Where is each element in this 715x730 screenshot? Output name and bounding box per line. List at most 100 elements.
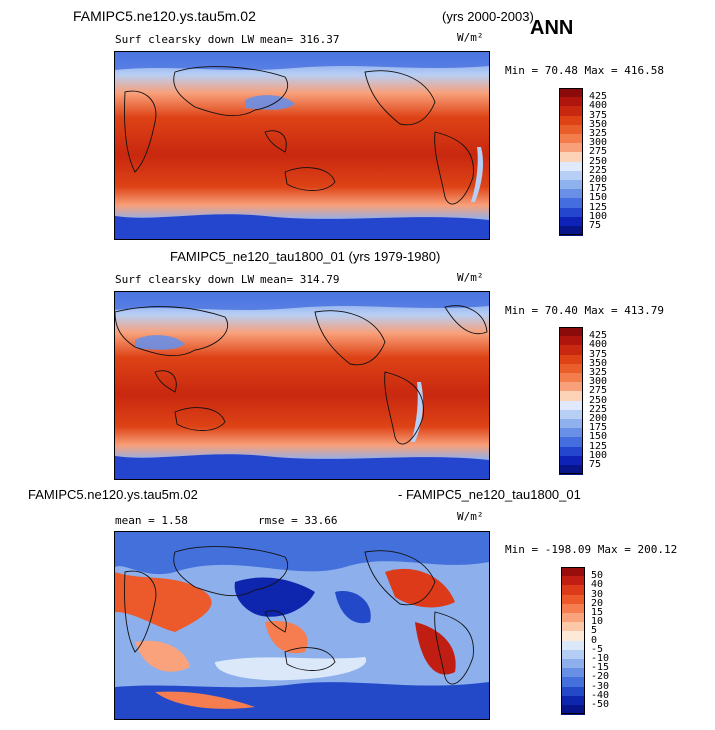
colorbar-swatch <box>561 594 585 605</box>
colorbar-tick-label: 350 <box>589 357 608 369</box>
colorbar-tick-label: -30 <box>591 680 610 692</box>
colorbar-frame <box>559 327 583 475</box>
colorbar-tick-label: -40 <box>591 689 610 701</box>
colorbar-tick-label: 50 <box>591 570 604 582</box>
colorbar-tick-label: 75 <box>589 220 602 231</box>
colorbar-swatch <box>561 622 585 632</box>
colorbar-swatch <box>559 345 583 356</box>
colorbar-tick-label: 125 <box>589 201 608 213</box>
panel2-title: FAMIPC5_ne120_tau1800_01 (yrs 1979-1980) <box>170 249 441 264</box>
panel3-title-left: FAMIPC5.ne120.ys.tau5m.02 <box>28 487 198 502</box>
colorbar-swatch <box>561 603 585 614</box>
colorbar-tick-label: 400 <box>589 100 608 112</box>
colorbar-swatch <box>561 585 585 596</box>
colorbar-swatch <box>559 97 583 107</box>
colorbar-swatch <box>559 363 583 374</box>
colorbar-swatch <box>559 336 583 346</box>
colorbar-tick-label: 75 <box>589 459 602 470</box>
colorbar-swatch <box>561 659 585 669</box>
colorbar-swatch <box>559 465 583 475</box>
colorbar-swatch <box>559 437 583 448</box>
colorbar-swatch <box>559 106 583 117</box>
colorbar-swatch <box>559 134 583 144</box>
colorbar-swatch <box>559 400 583 411</box>
colorbar-tick-label: 15 <box>591 607 604 618</box>
panel1-map-svg <box>115 52 489 239</box>
colorbar-tick-label: 375 <box>589 348 608 360</box>
colorbar-tick-label: 250 <box>589 155 608 167</box>
colorbar-swatch <box>561 631 585 642</box>
colorbar-swatch <box>561 695 585 706</box>
colorbar-swatch <box>561 686 585 697</box>
colorbar-swatch <box>559 161 583 172</box>
colorbar-tick-label: 150 <box>589 431 608 443</box>
colorbar-swatch <box>559 189 583 199</box>
colorbar-tick-label: 225 <box>589 164 608 176</box>
colorbar-swatch <box>559 391 583 402</box>
years-label: (yrs 2000-2003) <box>442 9 534 24</box>
colorbar-swatch <box>559 115 583 126</box>
panel2-map-svg <box>115 292 489 479</box>
colorbar-swatch <box>561 640 585 651</box>
colorbar-swatch <box>559 428 583 438</box>
colorbar-swatch <box>561 576 585 586</box>
colorbar-swatch <box>559 409 583 420</box>
colorbar-swatch <box>559 226 583 236</box>
colorbar-swatch <box>559 354 583 365</box>
colorbar-swatch <box>559 207 583 218</box>
colorbar-swatch <box>561 567 585 577</box>
colorbar-tick-label: -50 <box>591 699 610 710</box>
case-name: FAMIPC5.ne120.ys.tau5m.02 <box>73 8 256 24</box>
colorbar-swatch <box>559 124 583 135</box>
panel2-map <box>114 291 490 480</box>
colorbar-swatch <box>559 170 583 181</box>
panel2-mean: mean= 314.79 <box>260 273 340 286</box>
colorbar-swatch <box>559 446 583 457</box>
colorbar-tick-label: 325 <box>589 128 608 139</box>
colorbar-tick-label: 0 <box>591 634 598 646</box>
colorbar-tick-label: 425 <box>589 330 608 342</box>
panel3-minmax: Min = -198.09 Max = 200.12 <box>505 543 678 556</box>
colorbar-tick-label: -15 <box>591 662 610 674</box>
panel1-variable: Surf clearsky down LW <box>115 33 255 46</box>
colorbar-tick-label: 300 <box>589 376 608 388</box>
colorbar-tick-label: 400 <box>589 339 608 351</box>
colorbar-tick-label: 20 <box>591 597 604 609</box>
colorbar-tick-label: -10 <box>591 653 610 664</box>
panel1-map <box>114 51 490 240</box>
panel3-map <box>114 531 490 720</box>
colorbar-swatch <box>559 216 583 227</box>
colorbar-tick-label: 225 <box>589 403 608 415</box>
colorbar-tick-label: 100 <box>589 449 608 461</box>
colorbar-swatch <box>561 649 585 660</box>
panel1-mean: mean= 316.37 <box>260 33 340 46</box>
colorbar-tick-label: 200 <box>589 174 608 185</box>
colorbar-tick-label: 200 <box>589 413 608 424</box>
colorbar-tick-label: 40 <box>591 579 604 591</box>
colorbar-tick-label: 325 <box>589 367 608 378</box>
panel3-mean: mean = 1.58 <box>115 514 188 527</box>
colorbar-swatch <box>559 382 583 392</box>
colorbar-swatch <box>559 152 583 163</box>
colorbar-tick-label: -5 <box>591 643 604 655</box>
colorbar-tick-label: 300 <box>589 137 608 149</box>
colorbar-swatch <box>561 668 585 678</box>
colorbar-tick-label: 10 <box>591 616 604 628</box>
colorbar-swatch <box>559 455 583 466</box>
colorbar-tick-label: 5 <box>591 625 598 637</box>
colorbar-tick-label: 275 <box>589 385 608 397</box>
colorbar-swatch <box>561 677 585 688</box>
colorbar-tick-label: 375 <box>589 109 608 121</box>
colorbar-swatch <box>561 613 585 623</box>
colorbar-tick-label: 125 <box>589 440 608 452</box>
colorbar-swatch <box>559 143 583 153</box>
panel2-variable: Surf clearsky down LW <box>115 273 255 286</box>
colorbar-tick-label: -20 <box>591 671 610 683</box>
colorbar-tick-label: 350 <box>589 118 608 130</box>
colorbar-tick-label: 175 <box>589 183 608 195</box>
panel2-units: W/m² <box>457 271 484 284</box>
panel1-units: W/m² <box>457 31 484 44</box>
panel2-minmax: Min = 70.40 Max = 413.79 <box>505 304 664 317</box>
colorbar-tick-label: 175 <box>589 422 608 434</box>
panel3-units: W/m² <box>457 510 484 523</box>
